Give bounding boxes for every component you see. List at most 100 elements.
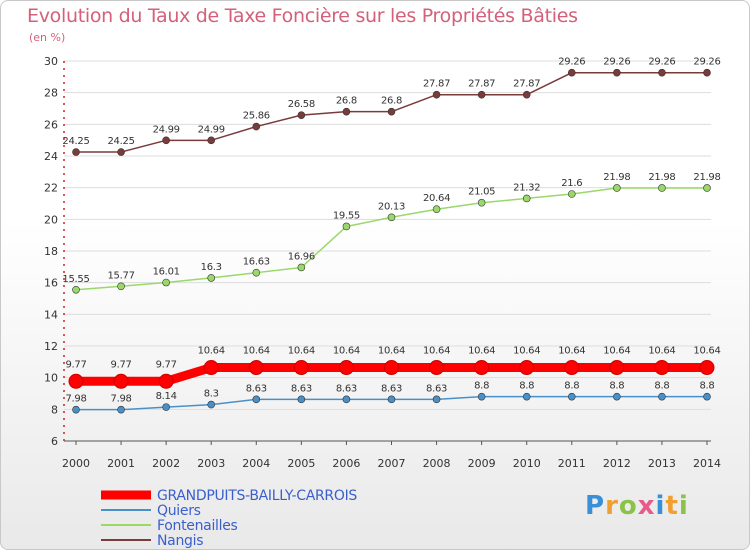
data-point [564, 360, 580, 376]
data-point [158, 373, 174, 389]
data-label: 10.64 [333, 346, 360, 357]
data-label: 7.98 [65, 394, 86, 405]
data-point [609, 360, 625, 376]
data-point [162, 136, 170, 145]
data-label: 7.98 [111, 394, 132, 405]
data-label: 10.64 [243, 346, 270, 357]
data-point [432, 205, 441, 213]
data-point [477, 392, 486, 401]
data-label: 8.8 [609, 381, 624, 392]
data-label: 10.64 [693, 346, 720, 357]
data-label: 19.55 [333, 210, 360, 221]
data-label: 10.64 [513, 346, 540, 357]
data-point [162, 278, 170, 287]
data-point [338, 360, 354, 376]
legend-label: GRANDPUITS-BAILLY-CARROIS [157, 488, 357, 504]
data-point [384, 360, 399, 376]
data-label: 24.25 [62, 136, 89, 147]
y-tick-label: 6 [51, 435, 58, 448]
data-label: 8.8 [474, 381, 489, 392]
y-tick-label: 10 [44, 372, 58, 385]
data-label: 10.64 [558, 346, 585, 357]
data-point [477, 198, 486, 207]
data-label: 21.98 [603, 172, 630, 183]
x-tick-label: 2002 [152, 457, 180, 470]
x-tick-label: 2001 [107, 457, 135, 470]
data-label: 10.64 [423, 346, 450, 357]
legend-label: Nangis [157, 533, 203, 549]
data-point [429, 360, 445, 376]
x-tick-label: 2014 [693, 457, 721, 470]
data-point [474, 360, 490, 376]
data-point [117, 282, 125, 291]
data-label: 21.98 [648, 172, 675, 183]
data-point [522, 194, 531, 203]
data-label: 8.63 [336, 383, 357, 394]
data-label: 9.77 [156, 359, 177, 370]
data-point [252, 268, 261, 277]
x-tick-label: 2000 [62, 457, 90, 470]
data-label: 29.26 [693, 57, 720, 68]
data-point [162, 403, 170, 411]
data-label: 29.26 [648, 57, 675, 68]
data-label: 21.6 [561, 178, 582, 189]
data-point [658, 184, 666, 192]
data-label: 15.77 [108, 270, 135, 281]
proxiti-logo: Proxiti [585, 491, 689, 521]
data-label: 8.14 [156, 391, 177, 402]
x-tick-label: 2012 [603, 457, 631, 470]
y-tick-label: 30 [44, 55, 58, 68]
y-tick-label: 20 [44, 213, 58, 226]
data-point [252, 395, 261, 404]
data-point [387, 107, 396, 116]
data-point [293, 360, 309, 376]
y-tick-label: 18 [44, 245, 58, 258]
x-tick-label: 2010 [513, 457, 541, 470]
data-label: 10.64 [198, 346, 225, 357]
data-point [117, 148, 125, 156]
y-tick-label: 16 [44, 277, 58, 290]
data-label: 21.98 [693, 172, 720, 183]
data-point [432, 90, 441, 99]
data-label: 9.77 [111, 359, 132, 370]
data-label: 8.3 [204, 389, 219, 400]
x-tick-label: 2005 [287, 457, 315, 470]
data-point [252, 122, 261, 131]
x-tick-label: 2004 [242, 457, 270, 470]
legend-label: Quiers [157, 503, 201, 519]
data-label: 8.8 [699, 381, 714, 392]
data-point [342, 107, 351, 116]
data-label: 29.26 [603, 57, 630, 68]
y-tick-label: 12 [44, 340, 58, 353]
data-point [703, 68, 711, 77]
x-tick-label: 2013 [648, 457, 676, 470]
data-label: 10.64 [648, 346, 675, 357]
data-point [207, 400, 216, 409]
data-label: 9.77 [65, 359, 86, 370]
x-tick-label: 2008 [423, 457, 451, 470]
unit-label: (en %) [29, 31, 66, 44]
data-point [297, 111, 306, 119]
data-label: 21.32 [513, 182, 540, 193]
data-label: 26.58 [288, 99, 315, 110]
data-point [658, 392, 666, 401]
data-point [203, 360, 219, 376]
data-point [342, 222, 351, 231]
data-label: 16.96 [288, 251, 315, 262]
data-point [207, 136, 216, 145]
data-point [703, 392, 711, 401]
data-label: 27.87 [513, 79, 540, 90]
x-tick-label: 2003 [197, 457, 225, 470]
data-point [432, 395, 441, 404]
data-label: 24.99 [153, 124, 180, 135]
data-label: 15.55 [62, 274, 89, 285]
y-tick-label: 24 [44, 150, 58, 163]
data-label: 10.64 [468, 346, 495, 357]
data-point [613, 392, 621, 401]
y-tick-label: 28 [44, 87, 58, 100]
x-tick-label: 2011 [558, 457, 586, 470]
data-point [703, 184, 711, 192]
data-label: 16.01 [153, 267, 180, 278]
data-point [113, 373, 129, 389]
data-point [699, 360, 715, 376]
